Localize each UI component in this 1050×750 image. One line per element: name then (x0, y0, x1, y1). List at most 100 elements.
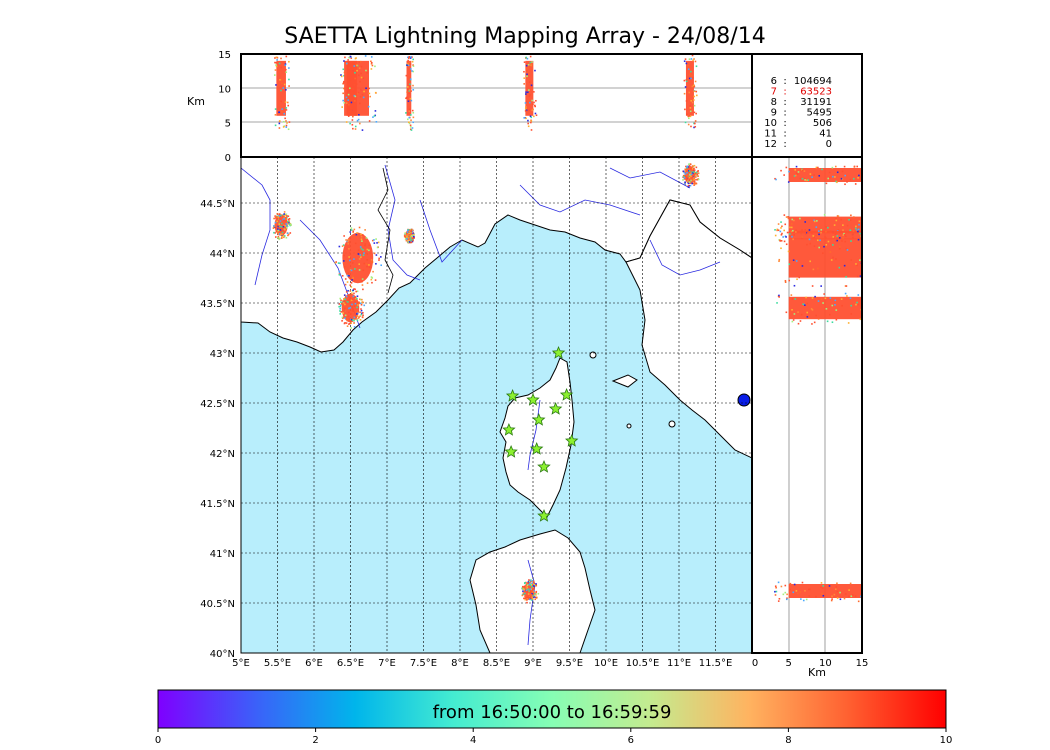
x-tick-label: 5.5°E (264, 658, 291, 669)
count-rows: 6:1046947:635238:311919:549510:50611:411… (764, 76, 832, 150)
station-star (532, 412, 546, 426)
x-tick-label: 10.5°E (626, 658, 660, 669)
count-separator: : (783, 129, 786, 140)
y-tick-label: 42.5°N (200, 399, 235, 410)
elba-island (611, 374, 638, 388)
colorbar-label: from 16:50:00 to 16:59:59 (432, 702, 672, 723)
lightning-cluster (403, 228, 415, 244)
pianosa-island (626, 423, 632, 429)
station-star (559, 387, 574, 401)
tuscany-land (625, 199, 752, 459)
y-tick-label: 44.5°N (200, 199, 235, 210)
top-lightning-cluster (523, 55, 538, 131)
count-row: 9: 5495 (771, 108, 832, 119)
station-star (505, 388, 520, 402)
y-tick-label: 41°N (210, 549, 235, 560)
station-star (502, 422, 516, 436)
x-tick-label: 11.5°E (699, 658, 733, 669)
colorbar-tick-label: 8 (785, 735, 791, 746)
station-star (551, 345, 566, 359)
count-value: 0 (826, 139, 832, 150)
chart-title: SAETTA Lightning Mapping Array - 24/08/1… (284, 24, 766, 49)
count-value: 5495 (807, 108, 832, 119)
x-tick-label: 10°E (594, 658, 618, 669)
right-x-label: Km (808, 666, 826, 679)
top-lightning-clusters (273, 54, 698, 131)
top-lightning-cluster (405, 56, 415, 131)
x-tick-label: 7.5°E (410, 658, 437, 669)
count-row: 10: 506 (764, 118, 832, 129)
lightning-cluster (334, 226, 382, 293)
count-stations: 7 (771, 87, 777, 98)
island-dot (737, 393, 751, 407)
right-lightning-cluster (774, 229, 862, 243)
right-x-tick-labels: 0 5 10 15 (752, 658, 869, 669)
x-tick-label: 5°E (232, 658, 250, 669)
x-tick-label: 7°E (378, 658, 396, 669)
y-tick-label: 43°N (210, 349, 235, 360)
colorbar: 0 2 4 6 8 10 (155, 689, 953, 746)
count-separator: : (783, 87, 786, 98)
top-lightning-cluster (273, 55, 291, 131)
colorbar-ticks: 0 2 4 6 8 10 (155, 728, 953, 746)
colorbar-tick-label: 2 (312, 735, 318, 746)
colorbar-tick-label: 0 (155, 735, 161, 746)
right-lightning-cluster (774, 581, 862, 603)
count-stations: 11 (764, 129, 777, 140)
lightning-cluster (682, 163, 700, 188)
top-y-tick: 10 (218, 84, 231, 95)
top-y-label: Km (187, 95, 205, 108)
count-stations: 8 (771, 97, 777, 108)
plan-y-tick-labels: 40°N 40.5°N 41°N 41.5°N 42°N 42.5°N 43°N 43.5°N… (200, 199, 235, 660)
right-lightning-cluster (778, 230, 862, 287)
station-star (537, 508, 551, 522)
count-stations: 9 (771, 108, 777, 119)
count-row: 7: 63523 (771, 87, 832, 98)
right-x-tick: 10 (819, 658, 832, 669)
corsica-land (499, 357, 575, 518)
x-tick-label: 11°E (667, 658, 691, 669)
altitude-lat-panel: 0 5 10 15 Km (751, 156, 869, 679)
count-separator: : (783, 139, 786, 150)
count-row: 8: 31191 (771, 97, 832, 108)
top-y-tick: 0 (225, 153, 231, 164)
count-value: 104694 (794, 76, 832, 87)
right-lightning-cluster (774, 165, 862, 186)
count-separator: : (783, 76, 786, 87)
count-row: 12: 0 (764, 139, 832, 150)
count-separator: : (783, 108, 786, 119)
y-tick-label: 41.5°N (200, 499, 235, 510)
rivers-and-borders (241, 164, 721, 646)
station-count-panel: 6:1046947:635238:311919:549510:50611:411… (751, 53, 863, 158)
x-tick-label: 6.5°E (337, 658, 364, 669)
plan-stations (502, 345, 579, 522)
count-stations: 10 (764, 118, 777, 129)
station-star (565, 433, 579, 447)
count-row: 11: 41 (764, 129, 832, 140)
y-tick-label: 40.5°N (200, 599, 235, 610)
count-value: 41 (819, 129, 832, 140)
x-tick-label: 8°E (451, 658, 469, 669)
count-stations: 12 (764, 139, 777, 150)
station-star (529, 441, 544, 455)
y-tick-label: 40°N (210, 649, 235, 660)
right-x-tick: 0 (752, 658, 758, 669)
plan-grid (241, 157, 752, 653)
lightning-cluster (521, 579, 540, 604)
capraia-island (589, 351, 597, 359)
count-separator: : (783, 118, 786, 129)
count-stations: 6 (771, 76, 777, 87)
top-panel-bg (241, 54, 752, 157)
plan-x-tick-labels: 5°E 5.5°E 6°E 6.5°E 7°E 7.5°E 8°E 8.5°E 9°E 9.5°E… (232, 658, 732, 669)
station-star (537, 459, 551, 473)
count-value: 506 (813, 118, 832, 129)
lightning-cluster (272, 211, 292, 241)
top-y-tick-labels: 0 5 10 15 (218, 50, 231, 164)
giglio-island (668, 420, 676, 428)
right-x-tick: 5 (785, 658, 791, 669)
colorbar-gradient (157, 689, 947, 729)
right-lightning-cluster (776, 292, 862, 325)
colorbar-tick-label: 10 (940, 735, 953, 746)
y-tick-label: 44°N (210, 249, 235, 260)
